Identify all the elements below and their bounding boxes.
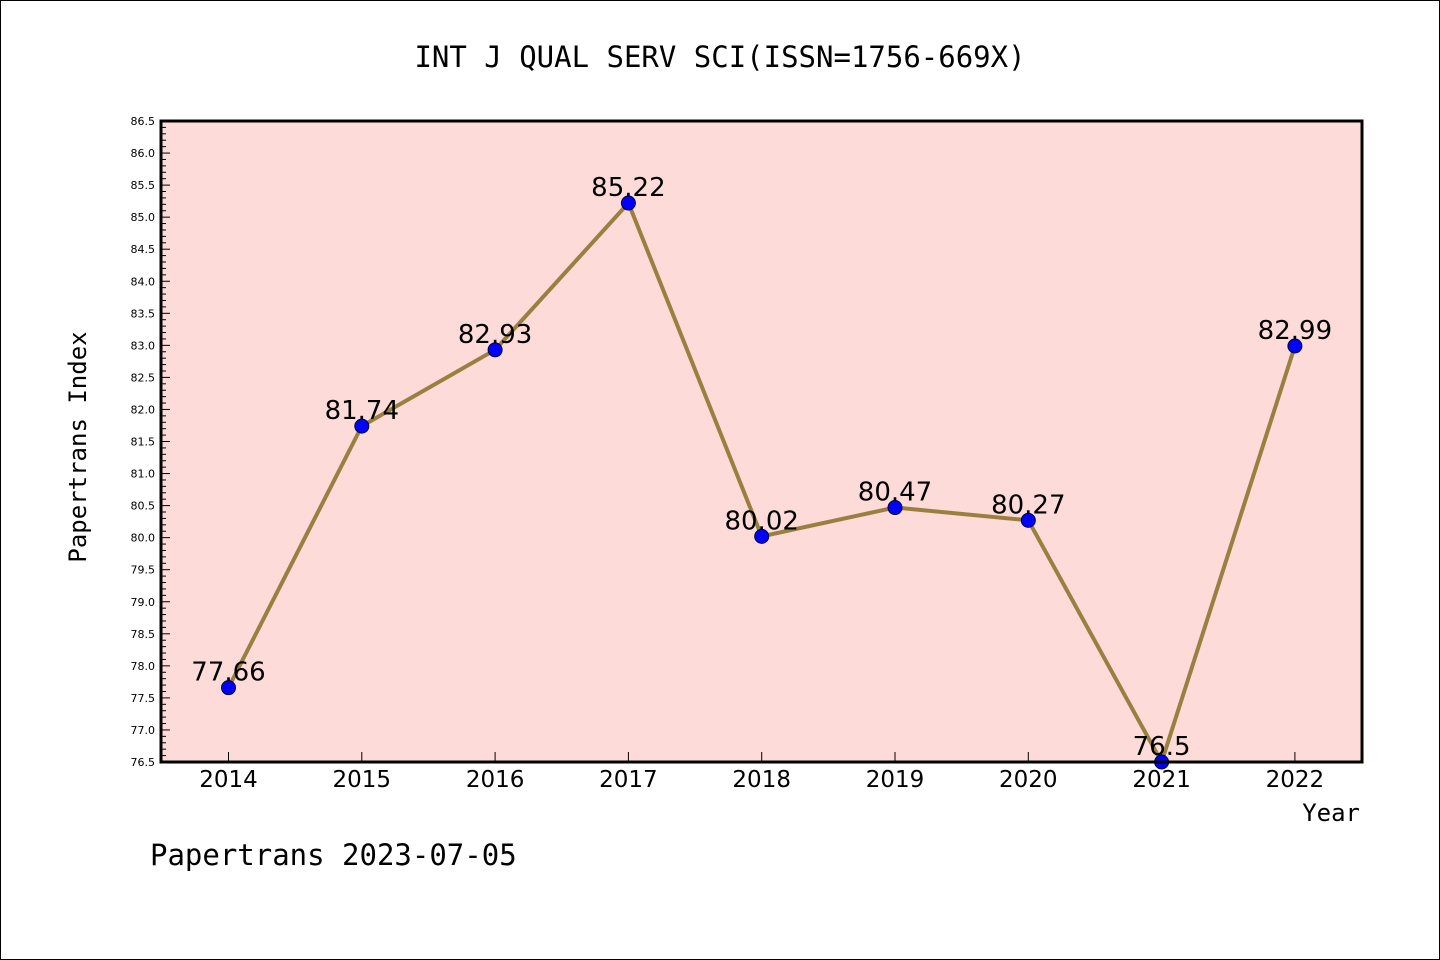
- data-value-label: 76.5: [1133, 732, 1191, 762]
- y-tick-label: 81.0: [131, 468, 156, 481]
- data-point-marker: [1287, 338, 1303, 354]
- y-tick-label: 76.5: [131, 756, 156, 769]
- x-tick-label: 2019: [866, 767, 925, 793]
- plot-area: [161, 121, 1362, 762]
- data-point-marker: [221, 680, 236, 696]
- y-tick-label: 84.5: [131, 243, 156, 256]
- y-axis: 76.5 77.0 77.5 78.0 78.5 79.0 79.5 80.0 80.5 81.0…: [131, 115, 170, 769]
- y-tick-label: 83.5: [131, 307, 156, 320]
- data-labels: 77.66 81.74 82.93 85.22 80.02 80.47 80.27 76.5 8…: [191, 173, 1332, 762]
- x-tick-label: 2021: [1132, 767, 1191, 793]
- y-tick-label: 78.5: [131, 628, 156, 641]
- y-tick-label: 77.0: [131, 724, 156, 737]
- y-tick-label: 85.5: [131, 179, 156, 192]
- y-tick-label: 79.0: [131, 596, 156, 609]
- y-axis-title: Papertrans Index: [64, 331, 92, 562]
- x-tick-label: 2016: [466, 767, 525, 793]
- y-tick-label: 78.0: [131, 660, 156, 673]
- data-point-marker: [754, 528, 770, 544]
- y-tick-label: 83.0: [131, 339, 156, 352]
- y-tick-label: 85.0: [131, 211, 156, 224]
- x-tick-label: 2015: [333, 767, 392, 793]
- data-point-marker: [487, 342, 503, 358]
- y-tick-label: 80.0: [131, 532, 156, 545]
- data-value-label: 80.47: [858, 478, 932, 508]
- y-tick-label: 84.0: [131, 275, 156, 288]
- data-point-marker: [354, 418, 370, 434]
- data-value-label: 81.74: [325, 396, 399, 426]
- data-value-label: 77.66: [191, 658, 265, 688]
- x-tick-label: 2018: [732, 767, 791, 793]
- footer-date: Papertrans 2023-07-05: [150, 838, 517, 872]
- data-value-label: 80.27: [991, 490, 1065, 520]
- x-axis-title: Year: [1302, 799, 1360, 827]
- y-tick-label: 86.0: [131, 147, 156, 160]
- plot-border: [159, 119, 1364, 764]
- x-tick-label: 2020: [999, 767, 1058, 793]
- data-point-marker: [620, 195, 636, 211]
- data-value-label: 80.02: [724, 506, 798, 536]
- y-tick-label: 79.5: [131, 564, 156, 577]
- y-tick-label: 77.5: [131, 692, 156, 705]
- x-tick-label: 2022: [1266, 767, 1325, 793]
- x-axis: 2014 2015 2016 2017 2018 2019 2020 2021 2022: [199, 752, 1324, 793]
- data-markers: [221, 195, 1303, 770]
- data-value-label: 82.99: [1258, 316, 1332, 346]
- data-point-marker: [1020, 512, 1036, 528]
- y-tick-label: 86.5: [131, 115, 156, 128]
- y-tick-label: 80.5: [131, 500, 156, 513]
- data-value-label: 85.22: [591, 173, 665, 203]
- data-point-marker: [887, 500, 903, 516]
- y-tick-label: 82.5: [131, 371, 156, 384]
- chart-title: INT J QUAL SERV SCI(ISSN=1756-669X): [414, 40, 1025, 74]
- x-tick-label: 2017: [599, 767, 658, 793]
- x-tick-label: 2014: [199, 767, 258, 793]
- data-value-label: 82.93: [458, 320, 532, 350]
- y-tick-label: 81.5: [131, 436, 156, 449]
- y-tick-label: 82.0: [131, 403, 156, 416]
